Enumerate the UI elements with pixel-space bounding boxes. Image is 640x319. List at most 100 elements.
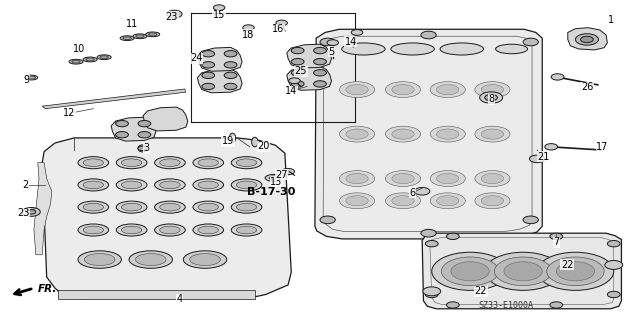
Circle shape bbox=[243, 25, 254, 31]
Ellipse shape bbox=[136, 35, 144, 38]
Text: 1: 1 bbox=[607, 15, 614, 25]
Ellipse shape bbox=[236, 203, 257, 211]
Circle shape bbox=[607, 241, 620, 247]
Ellipse shape bbox=[100, 56, 108, 59]
Ellipse shape bbox=[183, 251, 227, 268]
Text: 16: 16 bbox=[273, 24, 285, 34]
Circle shape bbox=[213, 5, 225, 11]
Circle shape bbox=[484, 252, 561, 290]
Circle shape bbox=[224, 62, 237, 68]
Ellipse shape bbox=[146, 32, 160, 37]
Ellipse shape bbox=[78, 157, 109, 169]
Text: 8: 8 bbox=[488, 94, 494, 104]
Ellipse shape bbox=[123, 37, 131, 40]
Text: 23: 23 bbox=[166, 11, 178, 22]
Text: 6: 6 bbox=[410, 188, 415, 198]
Circle shape bbox=[167, 10, 182, 18]
Ellipse shape bbox=[138, 145, 147, 152]
Ellipse shape bbox=[346, 85, 368, 95]
Text: 14: 14 bbox=[344, 37, 356, 47]
Circle shape bbox=[289, 78, 300, 84]
Ellipse shape bbox=[391, 43, 435, 55]
Ellipse shape bbox=[346, 196, 368, 206]
Circle shape bbox=[556, 262, 595, 281]
Ellipse shape bbox=[430, 82, 465, 98]
Circle shape bbox=[415, 188, 430, 195]
Ellipse shape bbox=[231, 224, 262, 236]
Circle shape bbox=[314, 70, 326, 76]
Ellipse shape bbox=[116, 201, 147, 213]
Ellipse shape bbox=[122, 203, 142, 211]
Ellipse shape bbox=[198, 203, 218, 211]
Ellipse shape bbox=[475, 126, 510, 142]
Ellipse shape bbox=[78, 201, 109, 213]
Circle shape bbox=[138, 121, 151, 127]
Ellipse shape bbox=[436, 174, 459, 184]
Ellipse shape bbox=[339, 126, 374, 142]
Circle shape bbox=[202, 72, 214, 78]
Ellipse shape bbox=[198, 226, 218, 234]
Ellipse shape bbox=[122, 181, 142, 189]
Ellipse shape bbox=[83, 159, 104, 167]
Text: 3: 3 bbox=[143, 143, 149, 153]
Circle shape bbox=[605, 261, 623, 269]
Ellipse shape bbox=[430, 171, 465, 187]
Text: B-17-30: B-17-30 bbox=[246, 187, 295, 197]
Ellipse shape bbox=[252, 137, 258, 147]
Ellipse shape bbox=[339, 193, 374, 209]
Ellipse shape bbox=[346, 174, 368, 184]
Circle shape bbox=[504, 262, 542, 281]
Ellipse shape bbox=[160, 226, 180, 234]
Ellipse shape bbox=[346, 129, 368, 139]
Text: SZ33-E1000A: SZ33-E1000A bbox=[478, 301, 533, 310]
Ellipse shape bbox=[198, 181, 218, 189]
Text: 23: 23 bbox=[17, 209, 29, 219]
Ellipse shape bbox=[160, 203, 180, 211]
Ellipse shape bbox=[25, 75, 38, 80]
Ellipse shape bbox=[339, 82, 374, 98]
Ellipse shape bbox=[120, 36, 134, 41]
Circle shape bbox=[479, 92, 502, 103]
Circle shape bbox=[224, 83, 237, 90]
Circle shape bbox=[547, 257, 604, 286]
Circle shape bbox=[282, 168, 294, 175]
Ellipse shape bbox=[193, 201, 223, 213]
Ellipse shape bbox=[133, 34, 147, 39]
Circle shape bbox=[224, 72, 237, 78]
Ellipse shape bbox=[78, 251, 122, 268]
Polygon shape bbox=[197, 48, 242, 71]
Circle shape bbox=[523, 216, 538, 224]
Circle shape bbox=[314, 48, 326, 54]
Circle shape bbox=[484, 94, 497, 101]
Circle shape bbox=[550, 302, 563, 308]
Text: 10: 10 bbox=[73, 44, 85, 54]
Ellipse shape bbox=[385, 171, 420, 187]
Ellipse shape bbox=[236, 159, 257, 167]
Text: 21: 21 bbox=[538, 152, 550, 162]
Circle shape bbox=[320, 216, 335, 224]
Text: 11: 11 bbox=[125, 19, 138, 29]
Circle shape bbox=[421, 31, 436, 39]
Ellipse shape bbox=[495, 44, 527, 54]
Ellipse shape bbox=[129, 251, 173, 268]
Ellipse shape bbox=[78, 224, 109, 236]
Circle shape bbox=[432, 252, 508, 290]
Circle shape bbox=[607, 291, 620, 298]
Circle shape bbox=[314, 58, 326, 65]
Ellipse shape bbox=[69, 59, 83, 64]
Ellipse shape bbox=[385, 193, 420, 209]
Text: 13: 13 bbox=[271, 177, 283, 187]
Ellipse shape bbox=[385, 126, 420, 142]
Ellipse shape bbox=[436, 85, 459, 95]
Ellipse shape bbox=[72, 60, 80, 63]
Circle shape bbox=[291, 58, 304, 65]
Polygon shape bbox=[197, 69, 242, 93]
Ellipse shape bbox=[265, 174, 283, 182]
Ellipse shape bbox=[97, 55, 111, 60]
Text: 2: 2 bbox=[22, 180, 28, 190]
Circle shape bbox=[580, 36, 593, 43]
Ellipse shape bbox=[155, 157, 185, 169]
Polygon shape bbox=[42, 89, 186, 109]
Circle shape bbox=[421, 229, 436, 237]
Circle shape bbox=[276, 20, 287, 26]
